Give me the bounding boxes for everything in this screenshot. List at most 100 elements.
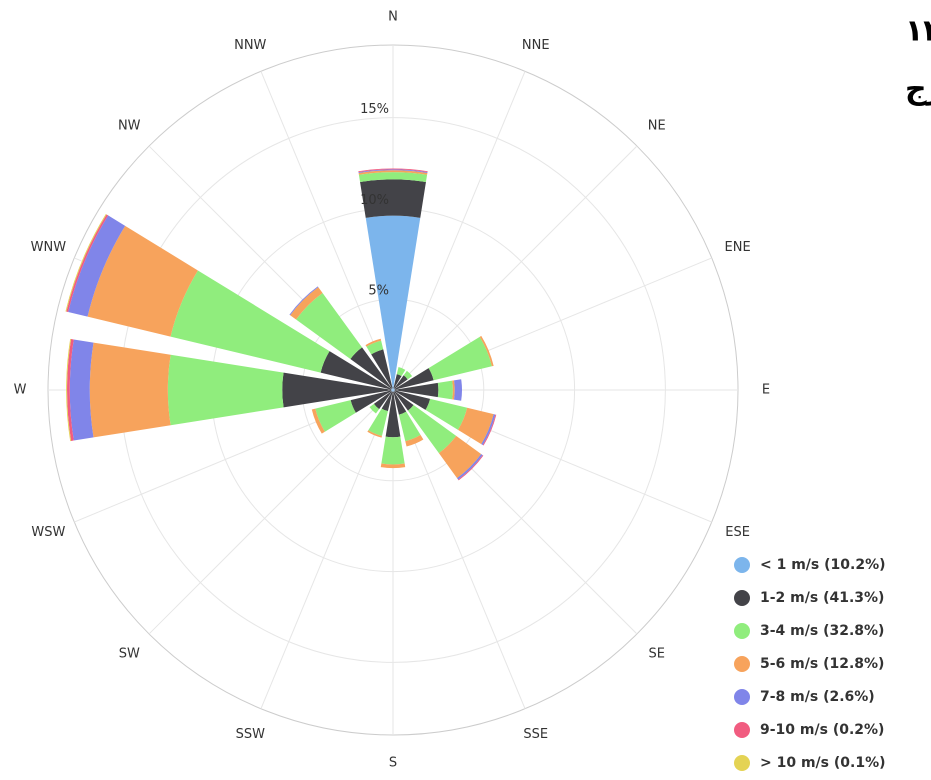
wind-segment	[368, 408, 388, 436]
legend-label: > 10 m/s (0.1%)	[760, 755, 886, 771]
wind-segment	[367, 430, 382, 438]
wind-segment	[366, 340, 384, 355]
wind-segment	[453, 379, 462, 401]
y-tick-label: 15%	[360, 102, 389, 117]
wind-segment	[87, 225, 198, 337]
wind-segment	[394, 391, 414, 411]
direction-label: W	[14, 383, 27, 398]
wind-segment	[394, 382, 439, 398]
wind-segment	[392, 390, 393, 392]
legend-marker	[734, 656, 750, 672]
grid-spoke	[260, 71, 394, 391]
direction-label: SE	[649, 646, 665, 661]
direction-label: ENE	[725, 240, 751, 255]
direction-label: NNW	[234, 38, 266, 53]
wind-segment	[393, 391, 407, 415]
wind-segment	[381, 436, 405, 465]
wind-segment	[458, 407, 494, 445]
legend-marker	[734, 557, 750, 573]
wind-segment	[385, 391, 401, 438]
legend-label: 3-4 m/s (32.8%)	[760, 623, 884, 639]
wind-segment	[167, 354, 284, 426]
wind-segment	[393, 388, 395, 390]
wind-segment	[350, 390, 392, 413]
wind-segment	[296, 293, 363, 360]
wind-segment	[458, 455, 484, 481]
wind-segment	[358, 172, 428, 182]
wind-segment	[452, 380, 455, 400]
wind-segment	[405, 434, 424, 447]
grid-spoke	[392, 71, 526, 391]
legend-marker	[734, 623, 750, 639]
wind-segment	[315, 400, 356, 432]
wind-segment	[437, 380, 453, 400]
grid-spoke	[260, 389, 394, 709]
direction-label: NE	[648, 119, 666, 134]
y-tick-label: 10%	[360, 193, 389, 208]
wind-segment	[396, 367, 406, 377]
wind-segment	[358, 168, 428, 173]
grid-spoke	[148, 389, 394, 635]
direction-label: S	[389, 756, 397, 771]
wind-segment	[320, 351, 392, 390]
wind-segment	[391, 388, 393, 390]
wind-segment	[438, 435, 482, 479]
wind-segment	[482, 414, 497, 446]
wind-segment	[371, 349, 393, 389]
chart-subtitle: ایستگاه کرج	[905, 71, 931, 107]
legend-label: 7-8 m/s (2.6%)	[760, 689, 875, 705]
y-tick-label: 5%	[368, 284, 389, 299]
wind-segment	[289, 286, 319, 316]
wind-segment	[481, 414, 496, 446]
wind-segment	[67, 339, 74, 441]
direction-label: E	[762, 383, 770, 398]
wind-segment	[365, 338, 382, 347]
wind-segment	[290, 287, 323, 320]
grid-spoke	[392, 145, 638, 391]
wind-segment	[66, 214, 109, 313]
wind-segment	[393, 389, 395, 391]
legend-marker	[734, 590, 750, 606]
wind-segment	[392, 388, 393, 390]
direction-label: ESE	[725, 525, 750, 540]
direction-label: SSE	[523, 727, 548, 742]
wind-segment	[403, 370, 413, 380]
direction-label: NNE	[522, 38, 550, 53]
legend-label: 5-6 m/s (12.8%)	[760, 656, 884, 672]
wind-segment	[369, 403, 380, 414]
wind-segment	[394, 390, 431, 410]
legend-marker	[734, 722, 750, 738]
direction-label: SW	[119, 646, 140, 661]
wind-segment	[393, 390, 395, 391]
wind-segment	[360, 179, 426, 218]
direction-label: SSW	[236, 727, 266, 742]
wind-segment	[393, 390, 394, 392]
wind-segment	[391, 389, 393, 390]
wind-segment	[391, 390, 393, 391]
wind-segment	[381, 391, 393, 412]
wind-segment	[282, 372, 392, 408]
wind-segment	[479, 335, 494, 367]
wind-segment	[394, 375, 408, 389]
direction-label: NW	[118, 119, 141, 134]
wind-segment	[457, 454, 483, 480]
wind-segment	[398, 411, 421, 442]
legend-label: 9-10 m/s (0.2%)	[760, 722, 884, 738]
wind-segment	[373, 391, 392, 410]
wind-segment	[69, 339, 94, 441]
wind-segment	[68, 215, 126, 317]
wind-segment	[89, 342, 171, 438]
direction-label: N	[388, 10, 398, 25]
wind-segment	[428, 336, 492, 381]
legend-label: < 1 m/s (10.2%)	[760, 557, 886, 573]
legend-label: 1-2 m/s (41.3%)	[760, 590, 884, 606]
wind-segment	[358, 170, 428, 175]
wind-segment	[392, 390, 394, 392]
legend-marker	[734, 755, 750, 771]
wind-segment	[380, 463, 406, 469]
wind-segment	[425, 398, 468, 430]
wind-segment	[393, 388, 394, 390]
legend-marker	[734, 689, 750, 705]
wind-segment	[350, 347, 392, 389]
